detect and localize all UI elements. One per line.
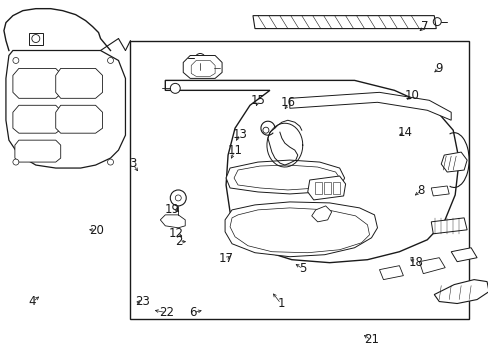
Polygon shape bbox=[13, 68, 62, 98]
Polygon shape bbox=[165, 80, 458, 263]
Polygon shape bbox=[56, 68, 102, 98]
Polygon shape bbox=[433, 280, 488, 303]
Circle shape bbox=[107, 159, 113, 165]
Text: 5: 5 bbox=[299, 262, 306, 275]
Polygon shape bbox=[15, 140, 61, 162]
Circle shape bbox=[13, 58, 19, 63]
Text: 2: 2 bbox=[175, 235, 183, 248]
Text: 16: 16 bbox=[280, 96, 295, 109]
Text: 11: 11 bbox=[227, 144, 242, 157]
Text: 14: 14 bbox=[397, 126, 412, 139]
Circle shape bbox=[175, 195, 181, 201]
Text: 9: 9 bbox=[435, 62, 442, 75]
Text: 23: 23 bbox=[135, 296, 149, 309]
Polygon shape bbox=[225, 160, 344, 194]
Circle shape bbox=[263, 127, 268, 133]
Text: 21: 21 bbox=[363, 333, 378, 346]
Polygon shape bbox=[224, 202, 377, 257]
Circle shape bbox=[107, 58, 113, 63]
Text: 22: 22 bbox=[159, 306, 174, 319]
Circle shape bbox=[13, 159, 19, 165]
Polygon shape bbox=[430, 186, 448, 196]
Polygon shape bbox=[430, 218, 466, 234]
Polygon shape bbox=[229, 208, 369, 253]
Polygon shape bbox=[13, 105, 62, 133]
Bar bbox=[332, 182, 339, 194]
Bar bbox=[29, 32, 42, 45]
Text: 18: 18 bbox=[407, 256, 423, 269]
Polygon shape bbox=[183, 55, 222, 78]
Polygon shape bbox=[440, 152, 466, 172]
Text: 10: 10 bbox=[404, 89, 419, 102]
Polygon shape bbox=[234, 165, 339, 190]
Text: 12: 12 bbox=[168, 227, 183, 240]
Bar bbox=[130, 41, 468, 319]
Text: 15: 15 bbox=[250, 94, 265, 107]
Polygon shape bbox=[307, 176, 345, 200]
Text: 1: 1 bbox=[277, 297, 284, 310]
Circle shape bbox=[170, 84, 180, 93]
Polygon shape bbox=[6, 50, 125, 168]
Bar bbox=[323, 182, 330, 194]
Polygon shape bbox=[379, 266, 403, 280]
Text: 20: 20 bbox=[89, 224, 103, 237]
Text: 13: 13 bbox=[232, 127, 246, 141]
Polygon shape bbox=[252, 15, 435, 28]
Circle shape bbox=[170, 190, 186, 206]
Polygon shape bbox=[419, 258, 444, 274]
Text: 3: 3 bbox=[128, 157, 136, 170]
Text: 7: 7 bbox=[420, 20, 427, 33]
Polygon shape bbox=[56, 105, 102, 133]
Polygon shape bbox=[450, 248, 476, 262]
Bar bbox=[314, 182, 321, 194]
Polygon shape bbox=[289, 92, 450, 120]
Text: 8: 8 bbox=[416, 184, 424, 197]
Text: 6: 6 bbox=[189, 306, 196, 319]
Circle shape bbox=[32, 35, 40, 42]
Polygon shape bbox=[311, 206, 331, 222]
Text: 19: 19 bbox=[164, 203, 180, 216]
Text: 4: 4 bbox=[29, 296, 36, 309]
Polygon shape bbox=[160, 215, 185, 228]
Circle shape bbox=[202, 62, 214, 75]
Text: 17: 17 bbox=[218, 252, 233, 265]
Polygon shape bbox=[191, 60, 215, 76]
